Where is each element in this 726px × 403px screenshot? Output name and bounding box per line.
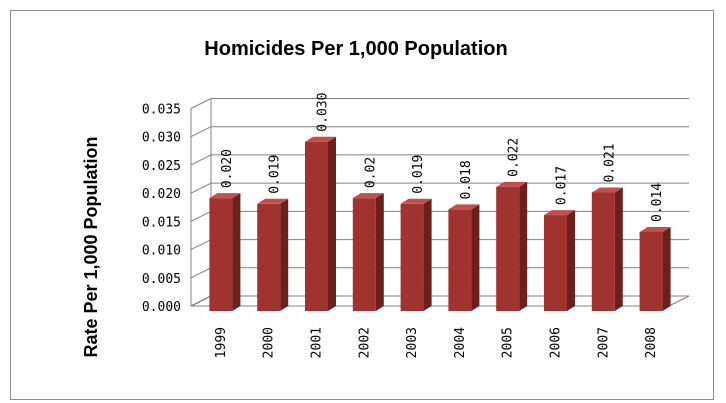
y-tick-label: 0.015 xyxy=(142,215,181,230)
bar-front xyxy=(257,203,281,311)
bar-side xyxy=(423,198,432,311)
x-tick-label: 2005 xyxy=(501,327,516,358)
bar-front xyxy=(448,209,472,311)
y-tick-label: 0.010 xyxy=(142,244,181,259)
bar-front xyxy=(400,203,424,311)
bar-front xyxy=(639,232,663,311)
bar xyxy=(352,193,384,311)
data-label: 0.019 xyxy=(268,155,283,194)
gridline xyxy=(190,98,689,109)
x-axis-ticks: 1999 2000 2001 2002 2003 2004 2005 2006 2007 2008 xyxy=(214,327,659,358)
bar xyxy=(544,210,575,311)
bar-front xyxy=(209,198,233,311)
bar-side xyxy=(280,198,289,311)
bar-top xyxy=(400,198,432,204)
data-label: 0.017 xyxy=(555,166,570,205)
data-label: 0.019 xyxy=(411,155,426,194)
data-label: 0.020 xyxy=(220,149,235,188)
x-tick-label: 2007 xyxy=(596,327,611,358)
bar xyxy=(305,136,336,311)
bar-top xyxy=(448,204,480,210)
bar-side xyxy=(519,181,528,311)
bar-front xyxy=(496,186,520,311)
bar-top xyxy=(591,187,623,193)
bar-top xyxy=(544,210,575,216)
bar xyxy=(400,198,432,311)
bar-top xyxy=(209,193,241,199)
bar-top xyxy=(639,227,671,232)
data-labels: 0.020 0.019 0.030 0.02 0.019 0.018 0.022 0.017 0… xyxy=(220,93,665,222)
y-axis-label: Rate Per 1,000 Population xyxy=(81,136,101,357)
bar xyxy=(496,181,528,311)
x-tick-label: 2008 xyxy=(644,327,659,358)
bar-front xyxy=(544,215,567,311)
bar-side xyxy=(375,193,384,311)
bar-top xyxy=(352,193,384,199)
gridline xyxy=(190,154,689,166)
bar xyxy=(209,193,241,311)
data-label: 0.022 xyxy=(507,138,522,177)
bar xyxy=(257,198,289,311)
gridline xyxy=(190,126,689,138)
x-tick-label: 2003 xyxy=(405,327,420,358)
y-axis-ticks: 0.000 0.005 0.010 0.015 0.020 0.025 0.030 0.035 xyxy=(142,103,181,316)
bar-side xyxy=(614,187,623,311)
chart-frame: Homicides Per 1,000 Population Rate Per … xyxy=(10,10,714,400)
y-tick-label: 0.030 xyxy=(142,131,181,146)
bar-top xyxy=(496,181,528,187)
bars xyxy=(209,136,671,311)
bar-front xyxy=(305,141,328,311)
data-label: 0.02 xyxy=(363,157,378,188)
bar xyxy=(591,187,623,311)
bar-side xyxy=(232,193,241,311)
bar-front xyxy=(591,192,615,311)
bar-side xyxy=(662,227,671,311)
bar-side xyxy=(471,204,480,311)
x-tick-label: 2004 xyxy=(453,327,468,358)
chart-title: Homicides Per 1,000 Population xyxy=(204,38,507,60)
bar xyxy=(448,204,480,311)
y-tick-label: 0.020 xyxy=(142,187,181,202)
y-tick-label: 0.000 xyxy=(142,300,181,315)
bar-top xyxy=(257,198,289,204)
bar-chart: Homicides Per 1,000 Population Rate Per … xyxy=(81,38,690,358)
x-tick-label: 2006 xyxy=(549,327,564,358)
data-label: 0.018 xyxy=(459,160,474,199)
data-label: 0.030 xyxy=(316,93,331,132)
bar-side xyxy=(328,136,336,311)
data-label: 0.021 xyxy=(602,143,617,182)
bar xyxy=(639,227,671,311)
bar-side xyxy=(567,210,575,311)
bar-top xyxy=(305,136,336,142)
y-tick-label: 0.005 xyxy=(142,272,181,287)
x-tick-label: 2000 xyxy=(262,327,277,358)
y-tick-label: 0.035 xyxy=(142,103,181,118)
data-label: 0.014 xyxy=(650,183,665,222)
bar-front xyxy=(352,198,376,311)
x-tick-label: 2001 xyxy=(310,327,325,358)
gridline xyxy=(190,182,689,194)
y-tick-label: 0.025 xyxy=(142,159,181,174)
side-wall xyxy=(190,98,212,307)
x-tick-label: 2002 xyxy=(357,327,372,358)
x-tick-label: 1999 xyxy=(214,327,229,358)
